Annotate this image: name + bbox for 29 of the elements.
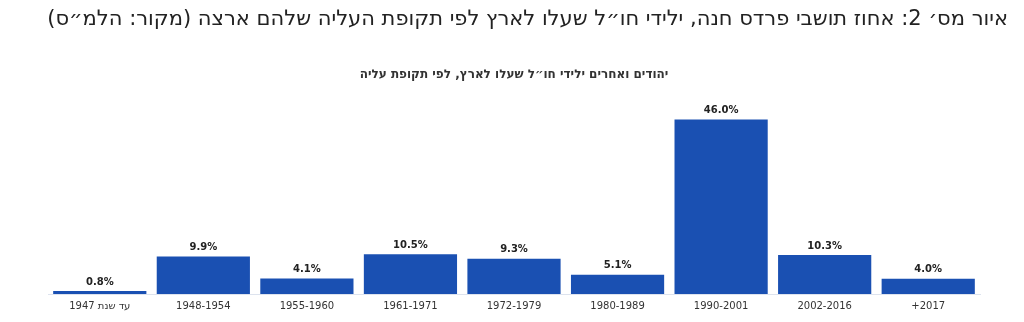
x-tick-label: 1948-1954 (176, 299, 231, 311)
chart-title: איור מס׳ 2: אחוז תושבי פרדס חנה, ילידי חו״ל שעלו לארץ לפי תקופת העליה שלהם ארצה (מקור: הלמ״ס) (47, 6, 1008, 30)
bar (881, 278, 975, 294)
data-label: 0.8% (85, 275, 114, 287)
x-tick-label: 1955-1960 (279, 299, 335, 311)
x-tick-label: 1972-1979 (486, 299, 542, 311)
data-label: 10.3% (807, 239, 843, 251)
bar (363, 254, 458, 294)
bar (156, 256, 250, 294)
x-tick-label: 1980-1989 (590, 299, 645, 311)
data-label: 4.0% (914, 263, 943, 275)
chart-subtitle: יהודים ואחרים ילידי חו״ל שעלו לארץ, לפי תקופת עליה (359, 67, 669, 82)
data-label: 10.5% (393, 238, 428, 250)
bar (467, 258, 561, 294)
data-label: 9.9% (189, 241, 218, 253)
bar (674, 119, 768, 294)
bar (260, 278, 354, 294)
data-label: 4.1% (293, 263, 321, 275)
x-tick-label: 1961-1971 (383, 299, 438, 311)
x-tick-label: 2002-2016 (797, 299, 852, 311)
bar (778, 254, 872, 294)
x-tick-label: 1990-2001 (693, 299, 749, 311)
x-tick-label: עד שנת 1947 (69, 299, 131, 311)
data-label: 46.0% (703, 104, 739, 116)
bar (53, 290, 147, 294)
data-label: 5.1% (603, 259, 632, 271)
bar (570, 274, 665, 294)
x-tick-label: +2017 (911, 299, 946, 311)
data-label: 9.3% (500, 243, 528, 255)
